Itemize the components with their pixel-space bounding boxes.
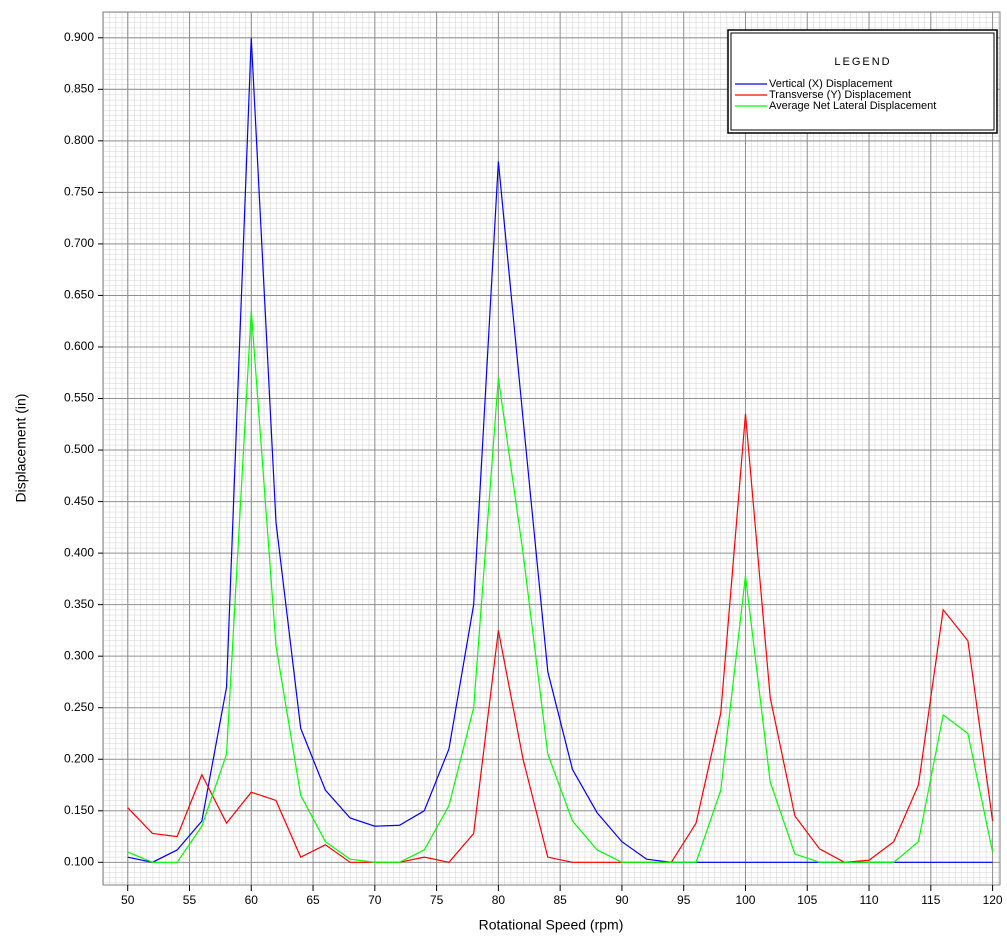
legend-label: Vertical (X) Displacement	[769, 78, 893, 90]
x-tick-label: 100	[735, 893, 755, 907]
legend-title: LEGEND	[834, 56, 891, 68]
y-tick-label: 0.450	[64, 494, 94, 508]
y-tick-label: 0.800	[64, 133, 94, 147]
y-tick-label: 0.850	[64, 81, 94, 95]
x-tick-label: 120	[983, 893, 1003, 907]
series-line	[127, 310, 994, 863]
y-tick-label: 0.600	[64, 339, 94, 353]
x-tick-label: 90	[615, 893, 629, 907]
y-tick-label: 0.500	[64, 442, 94, 456]
x-tick-label: 75	[430, 893, 444, 907]
x-axis-title: Rotational Speed (rpm)	[479, 917, 624, 933]
y-tick-label: 0.200	[64, 751, 94, 765]
x-tick-label: 60	[245, 893, 259, 907]
y-tick-label: 0.650	[64, 288, 94, 302]
y-tick-label: 0.350	[64, 597, 94, 611]
plot-frame	[102, 11, 1001, 886]
y-tick-label: 0.900	[64, 30, 94, 44]
y-tick-label: 0.250	[64, 700, 94, 714]
y-tick-label: 0.100	[64, 854, 94, 868]
ticks: 0.100 0.150 0.200 0.250 0.300 0.350 0.400 0.450…	[64, 30, 1003, 907]
lines	[127, 37, 994, 863]
y-tick-label: 0.700	[64, 236, 94, 250]
legend-label: Average Net Lateral Displacement	[769, 100, 936, 112]
y-tick-label: 0.150	[64, 803, 94, 817]
x-tick-label: 95	[677, 893, 691, 907]
x-tick-label: 115	[921, 893, 940, 907]
x-tick-label: 55	[183, 893, 197, 907]
legend-inner-frame	[730, 32, 995, 131]
grid	[103, 12, 1000, 885]
x-tick-label: 105	[797, 893, 817, 907]
legend-label: Transverse (Y) Displacement	[769, 89, 911, 101]
y-tick-label: 0.750	[64, 185, 94, 199]
y-tick-label: 0.550	[64, 391, 94, 405]
x-tick-label: 85	[553, 893, 567, 907]
x-tick-label: 65	[306, 893, 320, 907]
x-tick-label: 80	[492, 893, 506, 907]
y-tick-label: 0.300	[64, 648, 94, 662]
legend-frame	[727, 29, 998, 134]
legend: LEGEND Vertical (X) DisplacementTransver…	[727, 29, 998, 134]
x-tick-label: 50	[121, 893, 135, 907]
x-tick-label: 70	[368, 893, 382, 907]
y-axis-title: Displacement (in)	[13, 394, 29, 503]
minor-grid	[103, 12, 1000, 885]
y-tick-label: 0.400	[64, 545, 94, 559]
x-tick-label: 110	[859, 893, 878, 907]
